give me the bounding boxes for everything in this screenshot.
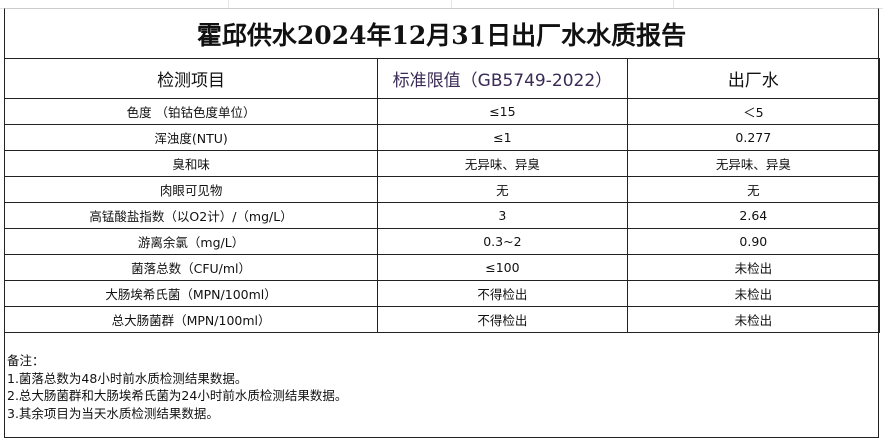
- table-row: 总大肠菌群（MPN/100ml） 不得检出 未检出: [3, 306, 881, 333]
- table-row: 游离余氯（mg/L） 0.3~2 0.90: [3, 228, 881, 255]
- table-header: 检测项目 标准限值（GB5749-2022） 出厂水: [3, 58, 881, 99]
- cell-standard: 3: [377, 202, 628, 229]
- table-row: 肉眼可见物无无: [3, 176, 881, 203]
- cell-value: 无: [626, 176, 881, 203]
- cell-item: 菌落总数（CFU/ml）: [3, 254, 379, 281]
- cell-value: 未检出: [626, 306, 881, 333]
- cell-item: 色度 （铂钴色度单位）: [3, 98, 379, 125]
- cell-standard: ≤15: [377, 98, 628, 125]
- cell-standard: 无: [377, 176, 628, 203]
- cell-item: 总大肠菌群（MPN/100ml）: [3, 306, 379, 333]
- cell-value: 0.277: [626, 124, 881, 151]
- table-row: 高锰酸盐指数（以O2计）/（mg/L） 3 2.64: [3, 202, 881, 229]
- cell-standard: 不得检出: [377, 280, 628, 307]
- cell-item: 高锰酸盐指数（以O2计）/（mg/L）: [3, 202, 379, 229]
- cell-item: 大肠埃希氏菌（MPN/100ml）: [3, 280, 379, 307]
- cell-standard: ≤100: [377, 254, 628, 281]
- cell-value: 2.64: [626, 202, 881, 229]
- quality-table: 检测项目 标准限值（GB5749-2022） 出厂水 色度 （铂钴色度单位） ≤1…: [3, 58, 881, 333]
- cell-item: 肉眼可见物: [3, 176, 379, 203]
- cell-standard: 0.3~2: [377, 228, 628, 255]
- cell-standard: ≤1: [377, 124, 628, 151]
- notes: 备注： 1.菌落总数为48小时前水质检测结果数据。 2.总大肠菌群和大肠埃希氏菌…: [7, 352, 347, 422]
- table-row: 大肠埃希氏菌（MPN/100ml） 不得检出 未检出: [3, 280, 881, 307]
- note-item: 1.菌落总数为48小时前水质检测结果数据。: [7, 370, 248, 386]
- table-row: 臭和味 无异味、异臭 无异味、异臭: [3, 150, 881, 177]
- table-row: 色度 （铂钴色度单位） ≤15 ＜5: [3, 98, 881, 125]
- header-item: 检测项目: [3, 58, 379, 99]
- note-item: 3.其余项目为当天水质检测结果数据。: [7, 405, 219, 421]
- cell-standard: 不得检出: [377, 306, 628, 333]
- table-row: 菌落总数（CFU/ml） ≤100 未检出: [3, 254, 881, 281]
- cell-item: 游离余氯（mg/L）: [3, 228, 379, 255]
- cell-item: 臭和味: [3, 150, 379, 177]
- report-title: 霍邱供水2024年12月31日出厂水水质报告: [5, 9, 878, 59]
- cell-value: 0.90: [626, 228, 881, 255]
- cell-value: ＜5: [626, 98, 881, 125]
- report-sheet: 霍邱供水2024年12月31日出厂水水质报告 检测项目 标准限值（GB5749-…: [3, 8, 881, 438]
- cell-item: 浑浊度(NTU): [3, 124, 379, 151]
- notes-heading: 备注：: [7, 353, 45, 368]
- header-outlet-water: 出厂水: [626, 58, 881, 99]
- table-row: 浑浊度(NTU) ≤1 0.277: [3, 124, 881, 151]
- cell-standard: 无异味、异臭: [377, 150, 628, 177]
- note-item: 2.总大肠菌群和大肠埃希氏菌为24小时前水质检测结果数据。: [7, 388, 348, 403]
- cell-value: 未检出: [626, 280, 881, 307]
- cell-value: 无异味、异臭: [626, 150, 881, 177]
- header-standard: 标准限值（GB5749-2022）: [377, 58, 628, 99]
- cell-value: 未检出: [626, 254, 881, 281]
